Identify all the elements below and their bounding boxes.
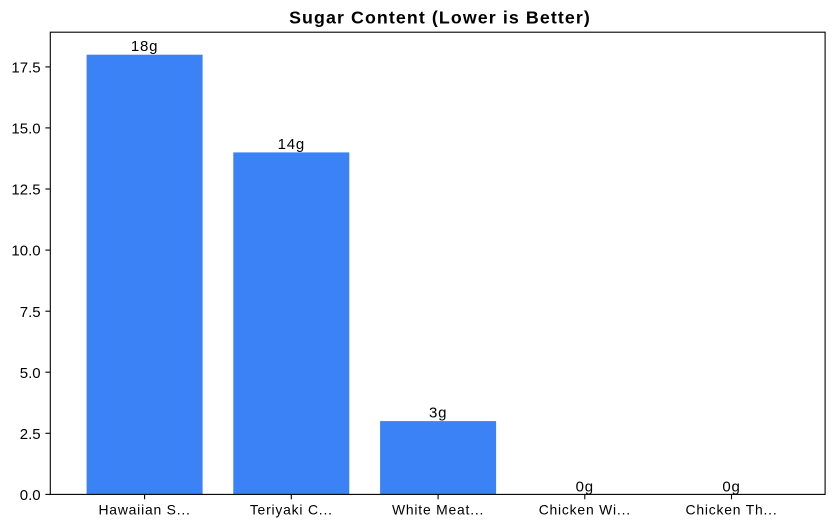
svg-text:10.0: 10.0 (11, 243, 40, 260)
svg-text:17.5: 17.5 (11, 60, 40, 77)
svg-text:White Meat...: White Meat... (392, 501, 484, 517)
svg-text:Chicken Wi...: Chicken Wi... (539, 501, 631, 517)
svg-text:3g: 3g (429, 405, 447, 422)
svg-text:7.5: 7.5 (20, 304, 41, 321)
svg-text:0g: 0g (722, 479, 740, 496)
svg-text:Chicken Th...: Chicken Th... (686, 501, 778, 517)
svg-text:15.0: 15.0 (11, 121, 40, 138)
svg-text:Hawaiian S...: Hawaiian S... (98, 501, 190, 517)
svg-text:12.5: 12.5 (11, 182, 40, 199)
svg-text:0.0: 0.0 (20, 487, 41, 504)
svg-text:14g: 14g (278, 136, 305, 153)
svg-text:18g: 18g (131, 38, 158, 55)
svg-text:2.5: 2.5 (20, 426, 41, 443)
svg-text:0g: 0g (576, 479, 594, 496)
svg-text:5.0: 5.0 (20, 365, 41, 382)
svg-text:Sugar Content (Lower is Better: Sugar Content (Lower is Better) (289, 7, 591, 27)
svg-text:Teriyaki C...: Teriyaki C... (250, 501, 333, 517)
